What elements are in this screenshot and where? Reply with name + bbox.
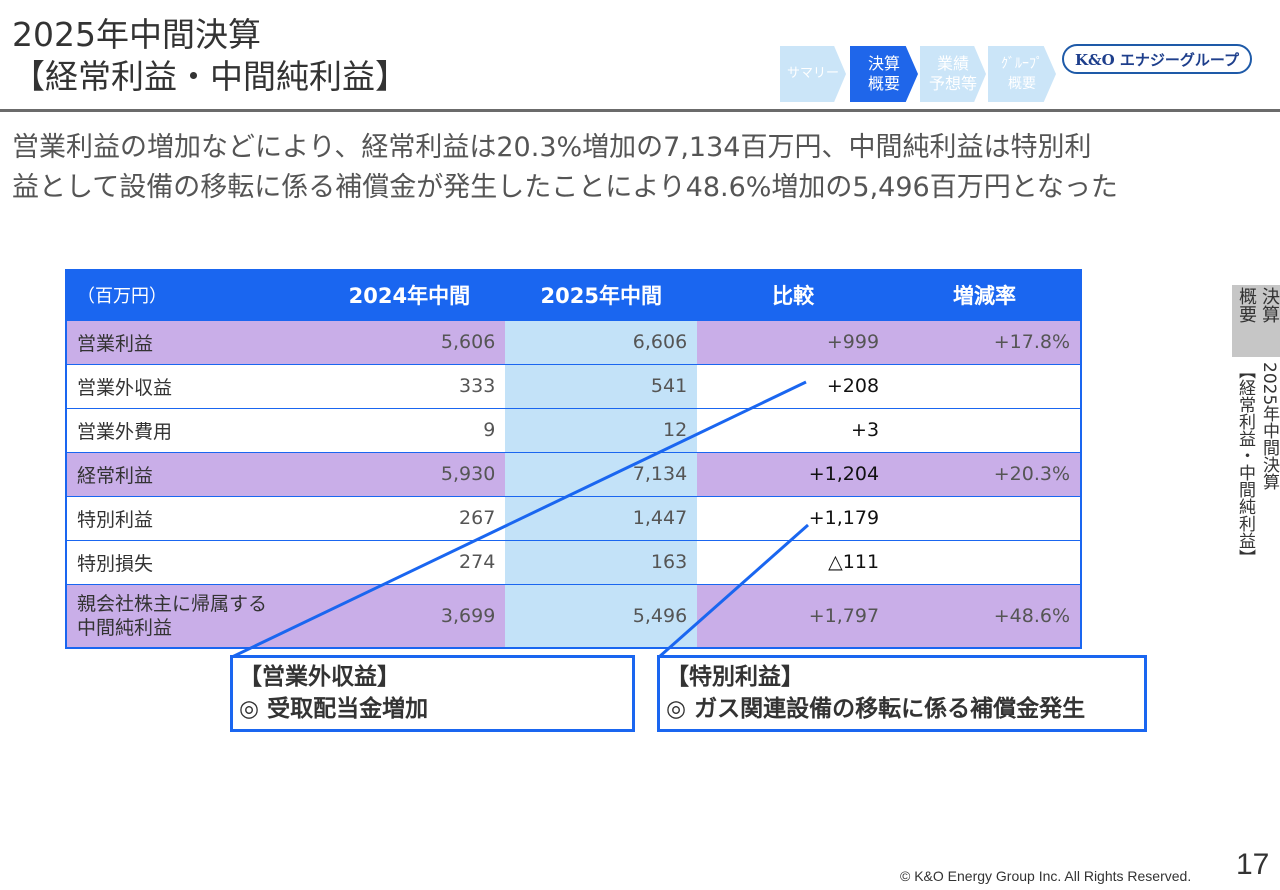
cell-2025: 541	[505, 363, 698, 408]
nav-step-summary[interactable]: サマリー	[780, 46, 846, 102]
header-diff: 比較	[697, 270, 890, 320]
company-logo: K&O エナジーグループ	[1062, 44, 1252, 74]
lead-line2: 益として設備の移転に係る補償金が発生したことにより48.6%増加の5,496百万…	[12, 172, 1118, 203]
page-title: 2025年中間決算 【経常利益・中間純利益】	[12, 14, 408, 98]
nav-step-label: 決算	[867, 54, 900, 73]
page-number: 17	[1236, 848, 1270, 881]
nav-step-label: ｸﾞﾙｰﾌﾟ	[1001, 56, 1043, 72]
cell-2024: 3,699	[313, 583, 506, 648]
cell-rate: +48.6%	[889, 583, 1081, 648]
callout-special-income: 【特別利益】 ◎ ガス関連設備の移転に係る補償金発生	[657, 655, 1147, 732]
callout-body: ◎ ガス関連設備の移転に係る補償金発生	[666, 696, 1086, 722]
cell-rate: +20.3%	[889, 451, 1081, 496]
table-row: 特別損失 274 163 △111	[66, 539, 1081, 584]
cell-2025: 5,496	[505, 583, 698, 648]
page-title-line2: 【経常利益・中間純利益】	[12, 57, 408, 96]
cell-2025: 163	[505, 539, 698, 584]
financial-table: （百万円） 2024年中間 2025年中間 比較 増減率 営業利益 5,606 …	[65, 269, 1082, 649]
cell-2024: 5,606	[313, 319, 506, 364]
cell-diff: +999	[697, 319, 890, 364]
side-title-line2: 【経常利益・中間純利益】	[1235, 362, 1255, 566]
cell-2025: 6,606	[505, 319, 698, 364]
cell-diff: +208	[697, 363, 890, 408]
section-tab-col1: 決算	[1259, 287, 1280, 323]
header-unit: （百万円）	[66, 270, 314, 320]
nav-step-label: 概要	[1008, 76, 1036, 92]
cell-rate	[889, 539, 1081, 584]
row-label: 親会社株主に帰属する 中間純利益	[66, 583, 314, 648]
row-label-line1: 親会社株主に帰属する	[77, 592, 268, 615]
header-2025: 2025年中間	[505, 270, 698, 320]
lead-text: 営業利益の増加などにより、経常利益は20.3%増加の7,134百万円、中間純利益…	[12, 128, 1262, 208]
table-row: 営業外費用 9 12 +3	[66, 407, 1081, 452]
row-label: 特別利益	[66, 495, 314, 540]
callout-title: 【営業外収益】	[239, 664, 400, 690]
table-row: 特別利益 267 1,447 +1,179	[66, 495, 1081, 540]
cell-2025: 12	[505, 407, 698, 452]
cell-2025: 1,447	[505, 495, 698, 540]
cell-diff: +1,204	[697, 451, 890, 496]
cell-diff: +1,797	[697, 583, 890, 648]
cell-2024: 274	[313, 539, 506, 584]
row-label: 営業利益	[66, 319, 314, 364]
section-tab-col2: 概要	[1236, 287, 1257, 323]
cell-rate	[889, 495, 1081, 540]
row-label: 営業外費用	[66, 407, 314, 452]
cell-diff: △111	[697, 539, 890, 584]
header-2024: 2024年中間	[313, 270, 506, 320]
page-title-line1: 2025年中間決算	[12, 15, 261, 54]
row-label: 営業外収益	[66, 363, 314, 408]
table-row: 親会社株主に帰属する 中間純利益 3,699 5,496 +1,797 +48.…	[66, 583, 1081, 648]
header-divider	[0, 109, 1280, 112]
cell-rate	[889, 363, 1081, 408]
row-label: 経常利益	[66, 451, 314, 496]
section-tab[interactable]: 決算 概要	[1232, 285, 1280, 357]
row-label-line2: 中間純利益	[77, 616, 173, 639]
cell-2024: 267	[313, 495, 506, 540]
nav-step-forecast[interactable]: 業績 予想等	[920, 46, 986, 102]
lead-line1: 営業利益の増加などにより、経常利益は20.3%増加の7,134百万円、中間純利益…	[12, 132, 1092, 163]
table-header-row: （百万円） 2024年中間 2025年中間 比較 増減率	[66, 270, 1081, 320]
cell-rate	[889, 407, 1081, 452]
header-rate: 増減率	[889, 270, 1081, 320]
nav-step-label: 業績	[936, 54, 969, 73]
callout-nonoperating-income: 【営業外収益】 ◎ 受取配当金増加	[230, 655, 635, 732]
cell-diff: +3	[697, 407, 890, 452]
nav-step-label: 予想等	[928, 74, 977, 93]
copyright-text: © K&O Energy Group Inc. All Rights Reser…	[900, 868, 1192, 884]
table-row: 経常利益 5,930 7,134 +1,204 +20.3%	[66, 451, 1081, 496]
nav-step-results-overview[interactable]: 決算 概要	[850, 46, 918, 102]
table-row: 営業利益 5,606 6,606 +999 +17.8%	[66, 319, 1081, 364]
cell-rate: +17.8%	[889, 319, 1081, 364]
cell-2024: 333	[313, 363, 506, 408]
cell-2025: 7,134	[505, 451, 698, 496]
cell-2024: 5,930	[313, 451, 506, 496]
cell-2024: 9	[313, 407, 506, 452]
callout-title: 【特別利益】	[666, 664, 804, 690]
nav-step-group-overview[interactable]: ｸﾞﾙｰﾌﾟ 概要	[988, 46, 1056, 102]
row-label: 特別損失	[66, 539, 314, 584]
table-row: 営業外収益 333 541 +208	[66, 363, 1081, 408]
cell-diff: +1,179	[697, 495, 890, 540]
nav-step-label: 概要	[867, 74, 900, 93]
nav-step-label: サマリー	[786, 66, 839, 81]
side-title-line1: 2025年中間決算	[1259, 362, 1279, 491]
callout-body: ◎ 受取配当金増加	[239, 696, 429, 722]
